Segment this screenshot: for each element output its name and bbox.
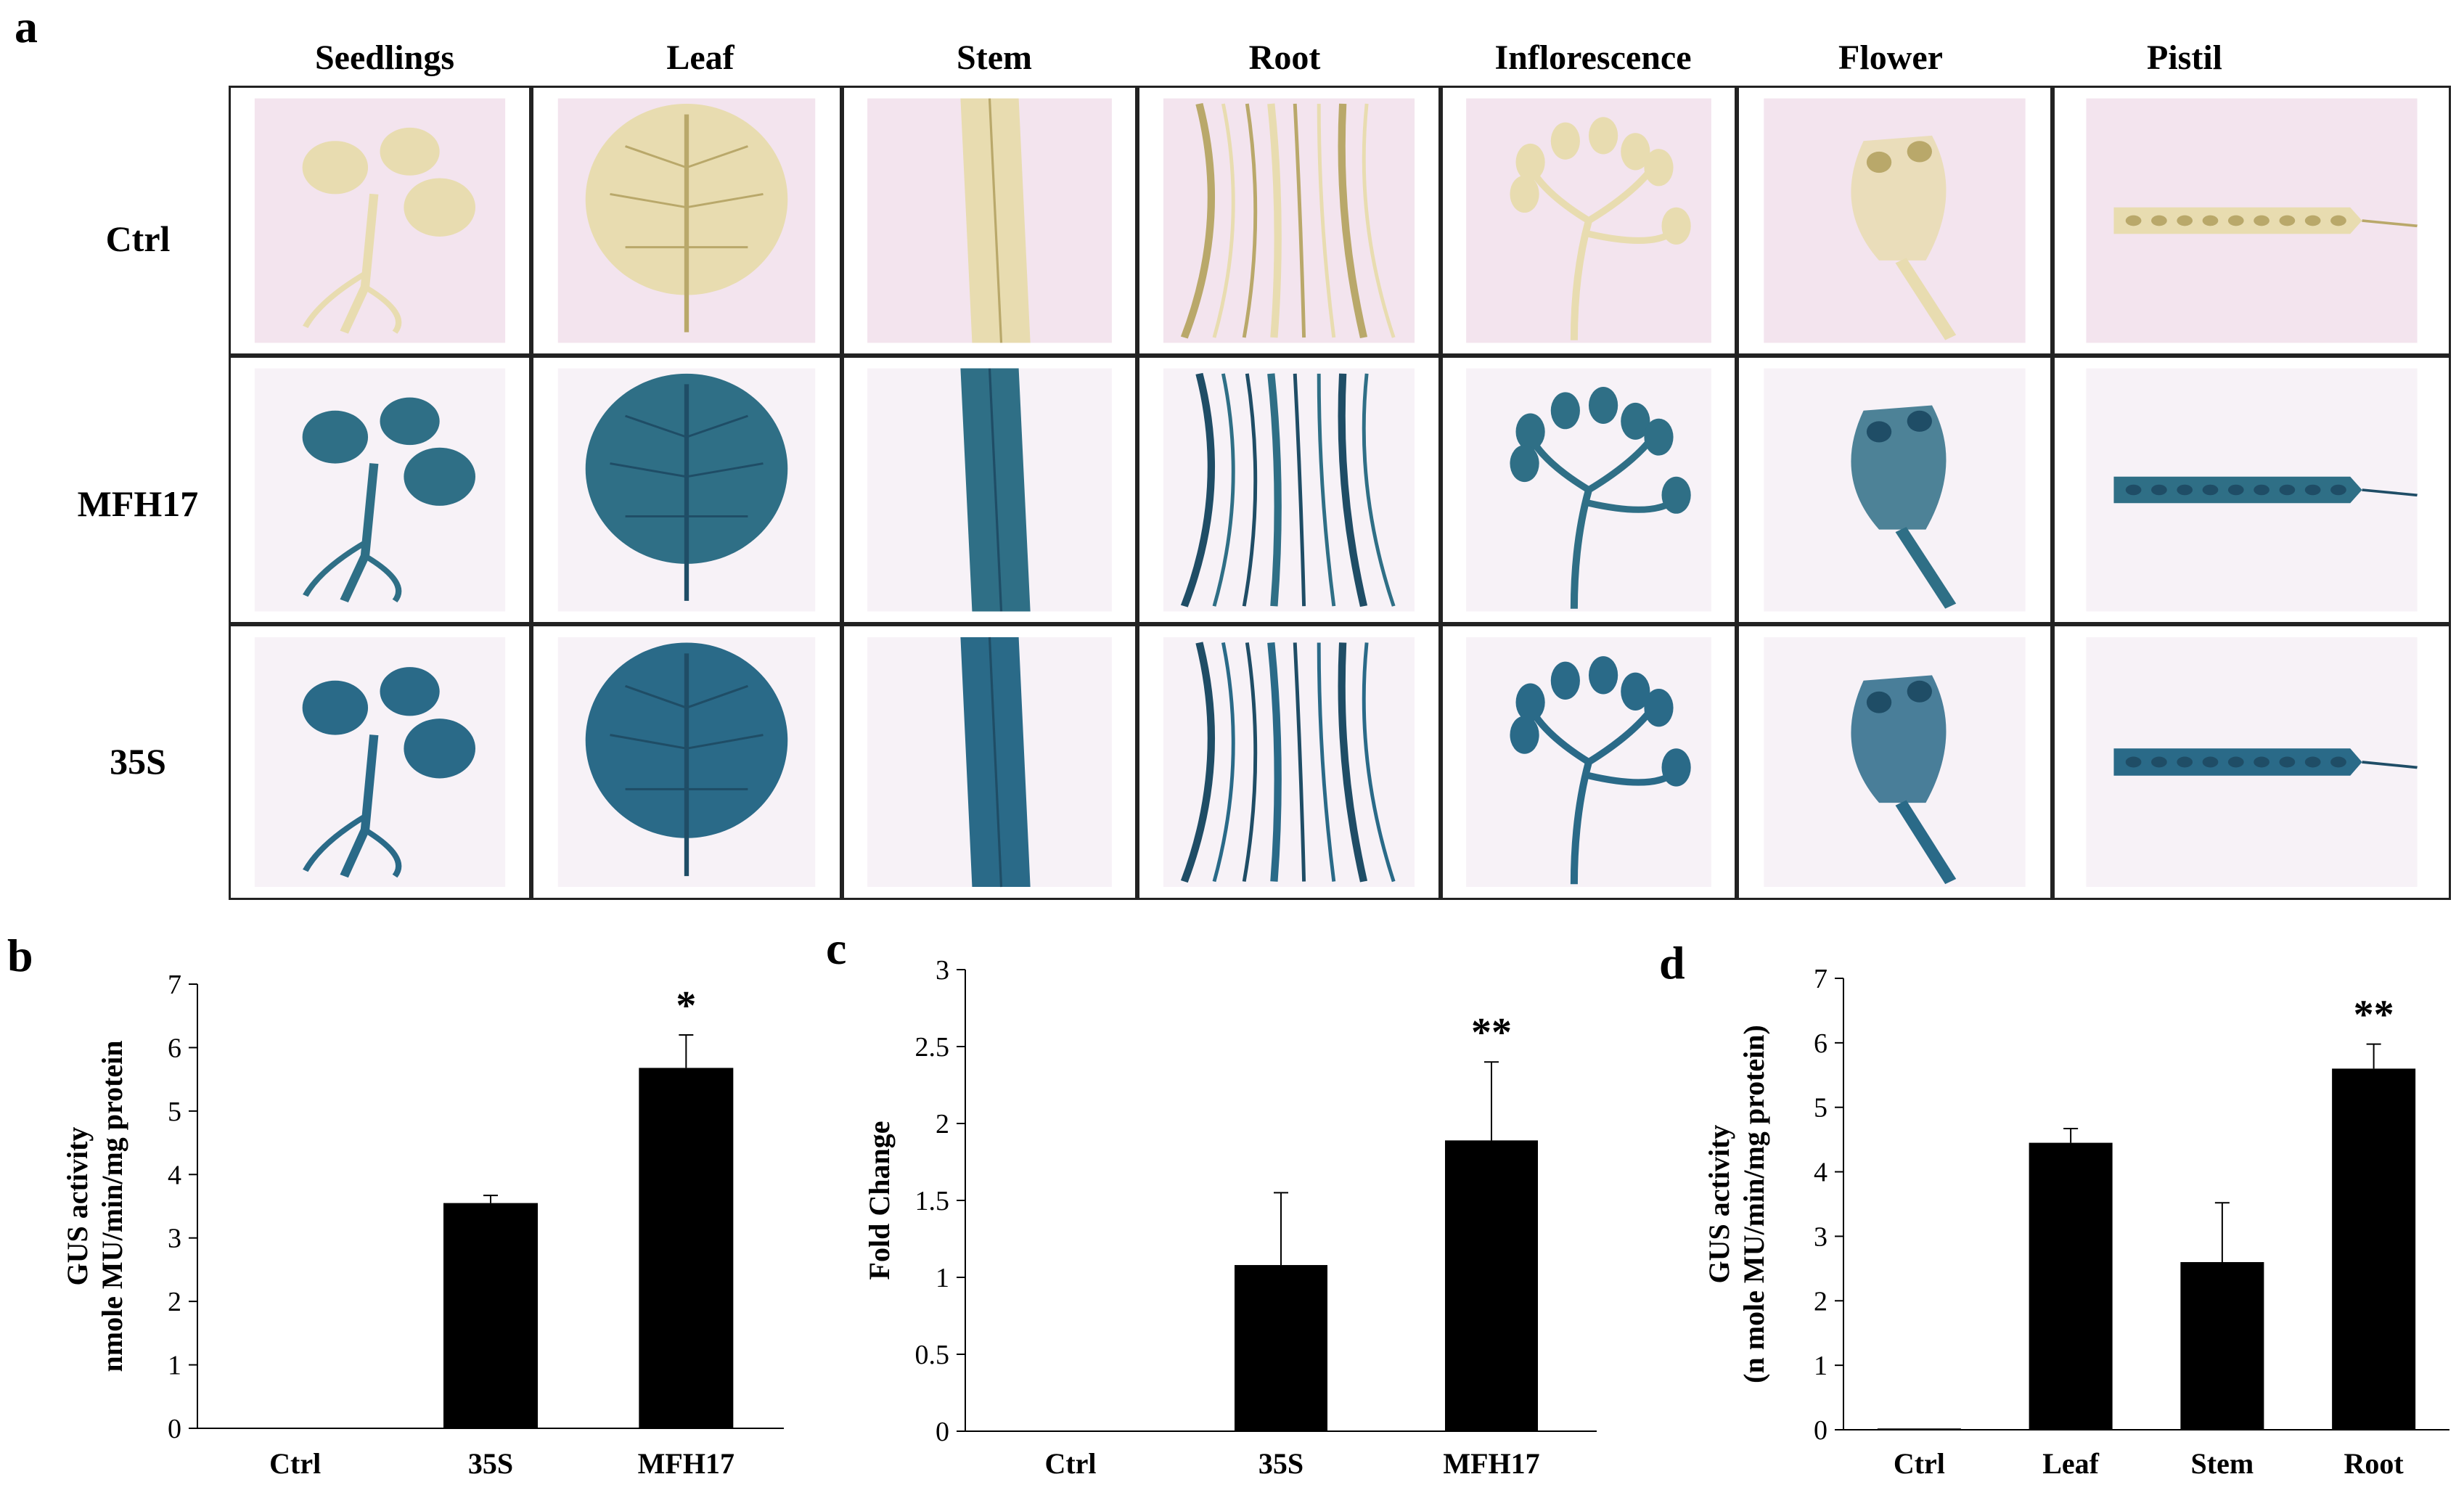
x-tick-label-stem: Stem: [2191, 1447, 2254, 1480]
image-35s-root: [1137, 624, 1441, 900]
error-bar-35s: [483, 1195, 498, 1203]
image-ctrl-flower: [1737, 86, 2052, 356]
bar-ctrl: [1877, 1428, 1961, 1430]
y-tick-label: 2: [936, 1109, 949, 1139]
x-tick-label-ctrl: Ctrl: [1894, 1447, 1945, 1480]
x-tick-label-35s: 35S: [1258, 1447, 1303, 1480]
image-ctrl-root: [1137, 86, 1441, 356]
image-mfh17-seedlings: [229, 356, 531, 624]
y-tick-label: 5: [168, 1097, 181, 1127]
image-35s-seedlings: [229, 624, 531, 900]
panel-b-label: b: [7, 930, 33, 981]
y-tick-label: 1: [168, 1351, 181, 1381]
significance-marker: **: [1471, 1010, 1512, 1055]
x-tick-label-ctrl: Ctrl: [1044, 1447, 1096, 1480]
y-tick-label: 0.5: [915, 1340, 950, 1370]
image-mfh17-flower: [1737, 356, 2052, 624]
x-tick-label-35s: 35S: [468, 1447, 513, 1480]
bar-35s: [1235, 1265, 1327, 1431]
x-tick-label-mfh17: MFH17: [638, 1447, 734, 1480]
row-header-35s: 35S: [110, 741, 166, 782]
x-tick-label-mfh17: MFH17: [1443, 1447, 1539, 1480]
y-axis-label: Fold Change: [863, 1121, 896, 1280]
image-ctrl-inflorescence: [1441, 86, 1737, 356]
error-bar-mfh17: [679, 1033, 694, 1068]
bar-35s: [443, 1203, 538, 1428]
x-tick-label-root: Root: [2344, 1447, 2404, 1480]
y-axis-label: (n mole MU/min/mg protein): [1738, 1025, 1770, 1383]
y-axis-label: GUS activity: [1703, 1125, 1735, 1284]
panel-c-label: c: [826, 922, 847, 974]
error-bar-35s: [1274, 1192, 1288, 1266]
bar-mfh17: [1445, 1140, 1538, 1431]
image-35s-leaf: [531, 624, 842, 900]
image-ctrl-seedlings: [229, 86, 531, 356]
column-header-seedlings: Seedlings: [314, 38, 455, 77]
y-tick-label: 2: [168, 1287, 181, 1317]
image-ctrl-pistil: [2052, 86, 2451, 356]
bar-leaf: [2029, 1142, 2113, 1430]
column-header-stem: Stem: [957, 38, 1032, 77]
x-tick-label-ctrl: Ctrl: [269, 1447, 321, 1480]
y-tick-label: 1.5: [915, 1186, 950, 1216]
y-tick-label: 4: [1814, 1158, 1827, 1188]
y-tick-label: 0: [168, 1414, 181, 1444]
y-tick-label: 7: [168, 970, 181, 1000]
y-tick-label: 0: [936, 1417, 949, 1447]
chart-d-gus-activity-tissues: 0 1 2 3 4 5 6 7 Ctrl Leaf Stem ** Root GUS activity (n…: [1640, 936, 2464, 1486]
image-35s-pistil: [2052, 624, 2451, 900]
y-tick-label: 5: [1814, 1093, 1827, 1123]
y-tick-label: 3: [936, 955, 949, 986]
y-tick-label: 1: [936, 1263, 949, 1293]
column-header-inflorescence: Inflorescence: [1494, 38, 1692, 77]
y-tick-label: 6: [168, 1033, 181, 1063]
image-35s-flower: [1737, 624, 2052, 900]
image-mfh17-inflorescence: [1441, 356, 1737, 624]
error-bar-leaf: [2063, 1128, 2079, 1143]
column-header-pistil: Pistil: [2147, 38, 2222, 77]
image-mfh17-root: [1137, 356, 1441, 624]
bar-mfh17: [639, 1068, 734, 1428]
image-mfh17-stem: [842, 356, 1137, 624]
image-35s-stem: [842, 624, 1137, 900]
image-mfh17-pistil: [2052, 356, 2451, 624]
y-axis-label: GUS activity: [61, 1127, 94, 1286]
image-mfh17-leaf: [531, 356, 842, 624]
error-bar-stem: [2214, 1202, 2230, 1262]
row-header-ctrl: Ctrl: [105, 218, 171, 259]
x-tick-label-leaf: Leaf: [2042, 1447, 2099, 1480]
image-ctrl-leaf: [531, 86, 842, 356]
y-tick-label: 6: [1814, 1028, 1827, 1059]
y-tick-label: 2: [1814, 1286, 1827, 1317]
y-tick-label: 1: [1814, 1351, 1827, 1381]
error-bar-root: [2366, 1043, 2381, 1069]
bar-root: [2332, 1068, 2416, 1430]
y-tick-label: 2.5: [915, 1032, 950, 1063]
row-header-mfh17: MFH17: [77, 483, 199, 524]
column-header-root: Root: [1248, 38, 1321, 77]
y-tick-label: 3: [1814, 1221, 1827, 1252]
significance-marker: **: [2354, 993, 2394, 1038]
significance-marker: *: [676, 983, 696, 1028]
bar-stem: [2180, 1261, 2264, 1430]
column-header-flower: Flower: [1838, 38, 1943, 77]
panel-d-label: d: [1659, 937, 1685, 988]
panel-a-label: a: [15, 1, 38, 52]
image-ctrl-stem: [842, 86, 1137, 356]
error-bar-mfh17: [1484, 1061, 1499, 1141]
chart-b-gus-activity: 0 1 2 3 4 5 6 7 Ctrl 35S * MFH17 GUS activity nmole M…: [0, 936, 820, 1486]
y-tick-label: 4: [168, 1160, 181, 1190]
image-35s-inflorescence: [1441, 624, 1737, 900]
y-tick-label: 3: [168, 1224, 181, 1254]
y-tick-label: 0: [1814, 1415, 1827, 1446]
y-axis-label: nmole MU/min/mg protein: [96, 1040, 128, 1372]
chart-c-fold-change: 0 0.5 1 1.5 2 2.5 3 Ctrl 35S ** MFH17 Fold Change: [820, 936, 1640, 1486]
column-header-leaf: Leaf: [666, 38, 734, 77]
y-tick-label: 7: [1814, 964, 1827, 994]
